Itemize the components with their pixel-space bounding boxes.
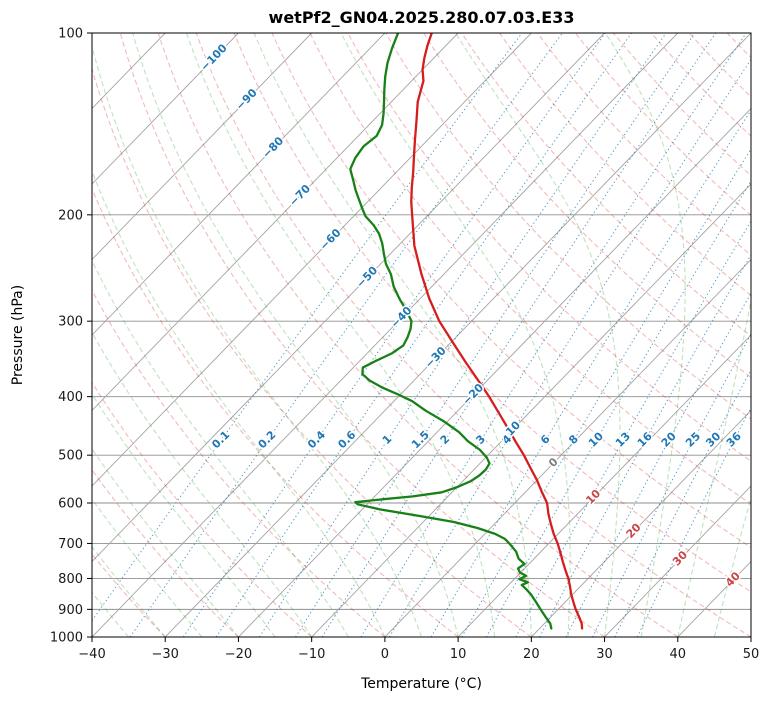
svg-text:−20: −20	[225, 647, 252, 662]
svg-text:3: 3	[473, 432, 488, 447]
x-axis-label: Temperature (°C)	[361, 676, 482, 692]
svg-text:300: 300	[58, 315, 83, 330]
moist-adiabats	[92, 33, 751, 637]
svg-text:10: 10	[450, 647, 467, 662]
svg-text:1.5: 1.5	[409, 428, 432, 451]
pressure-gridlines	[92, 33, 751, 637]
svg-text:0.6: 0.6	[336, 428, 359, 451]
sounding-profiles	[349, 33, 584, 630]
svg-text:8: 8	[566, 432, 581, 447]
svg-text:0: 0	[381, 647, 389, 662]
chart-title: wetPf2_GN04.2025.280.07.03.E33	[268, 8, 575, 27]
svg-text:200: 200	[58, 208, 83, 223]
svg-text:−30: −30	[152, 647, 179, 662]
svg-text:−100: −100	[198, 41, 230, 73]
svg-text:50: 50	[743, 647, 760, 662]
isotherm-lines	[92, 33, 751, 637]
axes: −40 −30 −20 −10 0 10 20 30 40 5010020030040050060…	[50, 27, 759, 663]
temperature-line	[410, 33, 584, 630]
svg-text:13: 13	[613, 430, 633, 450]
svg-text:20: 20	[523, 647, 540, 662]
svg-text:500: 500	[58, 449, 83, 464]
svg-text:6: 6	[538, 432, 553, 447]
svg-text:36: 36	[724, 429, 744, 449]
svg-text:20: 20	[659, 429, 679, 449]
svg-text:25: 25	[683, 430, 703, 450]
dry-adiabats	[92, 33, 751, 637]
svg-text:100: 100	[58, 27, 83, 42]
svg-text:10: 10	[586, 429, 606, 449]
svg-text:1000: 1000	[50, 631, 83, 646]
svg-text:40: 40	[670, 647, 687, 662]
svg-text:1: 1	[380, 432, 395, 447]
svg-text:900: 900	[58, 603, 83, 618]
svg-text:30: 30	[596, 647, 613, 662]
svg-text:0.1: 0.1	[209, 428, 232, 451]
svg-text:0.4: 0.4	[305, 428, 328, 451]
y-axis-label: Pressure (hPa)	[10, 284, 26, 386]
svg-text:−40: −40	[78, 647, 105, 662]
svg-text:700: 700	[58, 537, 83, 552]
svg-text:800: 800	[58, 572, 83, 587]
svg-text:−10: −10	[298, 647, 325, 662]
svg-text:400: 400	[58, 390, 83, 405]
dewpoint-line	[349, 33, 553, 630]
svg-text:2: 2	[438, 432, 453, 447]
svg-text:600: 600	[58, 497, 83, 512]
mixing-ratio-lines	[92, 33, 751, 637]
